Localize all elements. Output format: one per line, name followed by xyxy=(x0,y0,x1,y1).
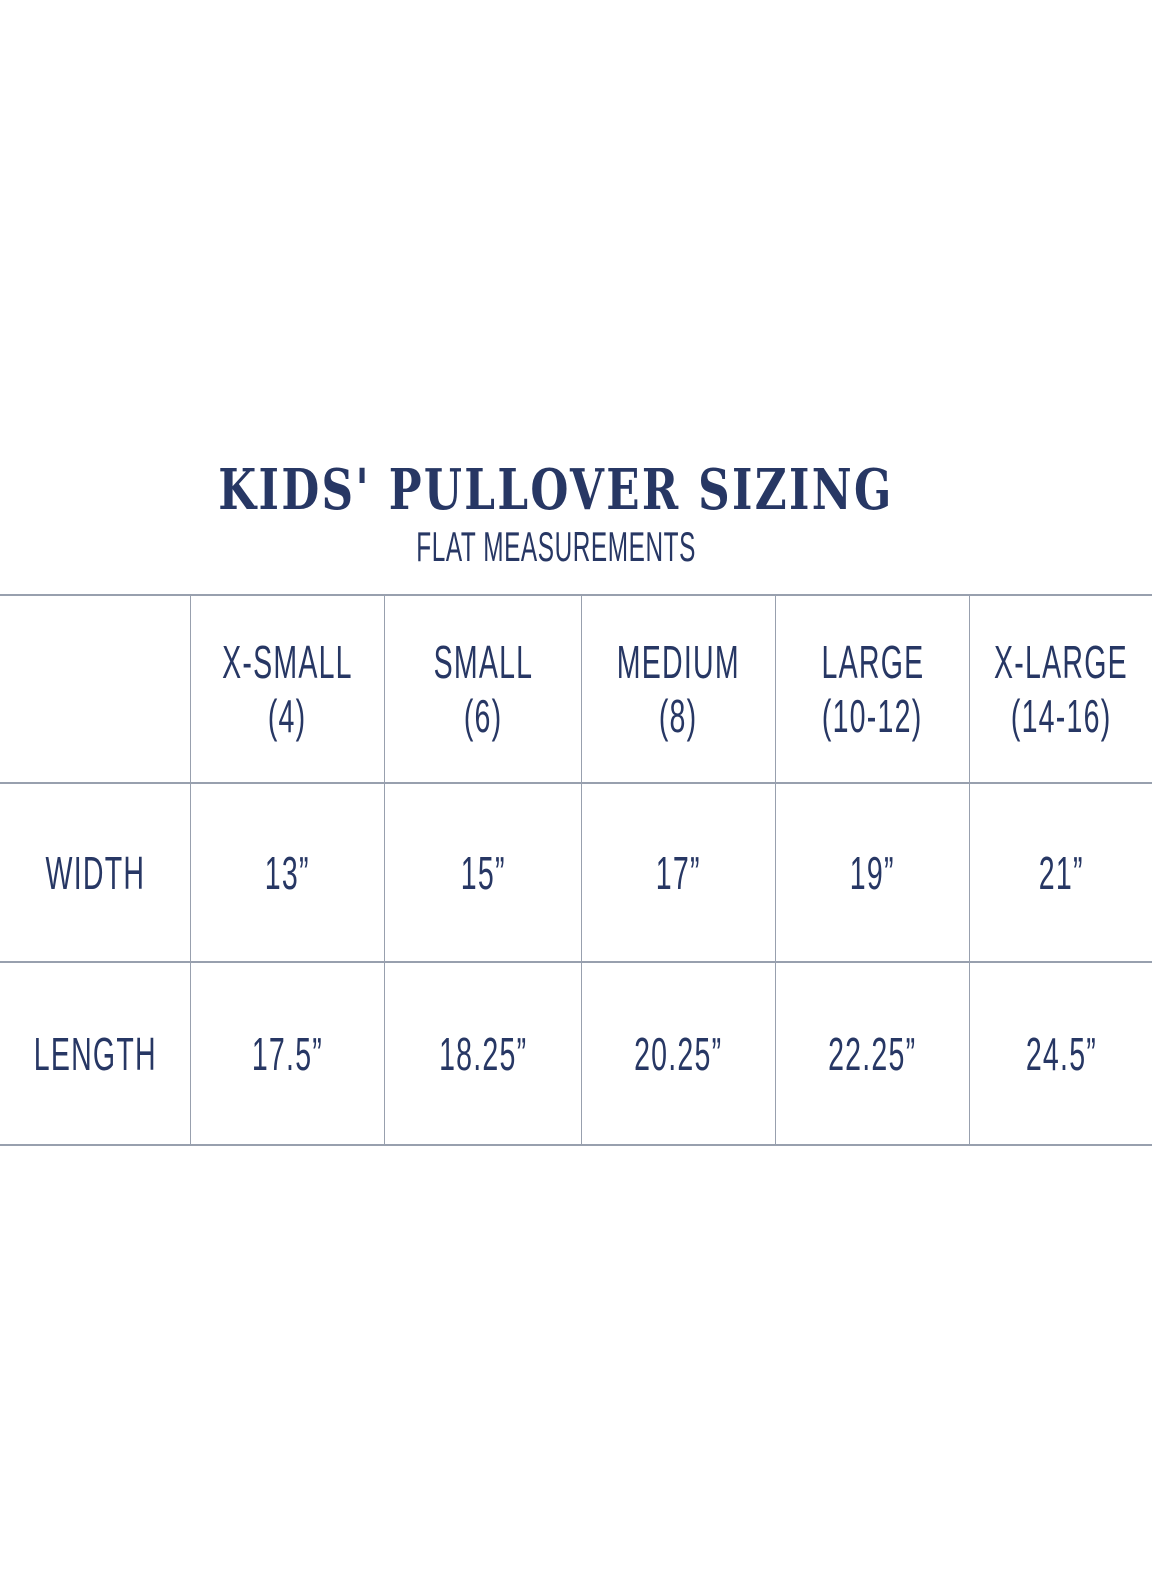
column-sublabel: (14-16) xyxy=(1010,690,1112,742)
corner-cell xyxy=(0,596,191,782)
width-value-medium: 17” xyxy=(582,784,776,961)
column-header-xsmall: X-SMALL (4) xyxy=(191,596,385,782)
measurement-value: 17.5” xyxy=(251,1027,324,1080)
column-label: X-SMALL xyxy=(222,636,353,688)
column-label: MEDIUM xyxy=(616,636,741,688)
width-value-large: 19” xyxy=(776,784,970,961)
row-label: LENGTH xyxy=(33,1027,157,1080)
length-value-small: 18.25” xyxy=(385,963,582,1144)
column-label: X-LARGE xyxy=(994,636,1128,688)
row-label: WIDTH xyxy=(45,846,145,899)
column-header-large: LARGE (10-12) xyxy=(776,596,970,782)
measurement-value: 15” xyxy=(460,846,506,899)
column-header-small: SMALL (6) xyxy=(385,596,582,782)
length-value-xlarge: 24.5” xyxy=(970,963,1152,1144)
page-subtitle-text: FLAT MEASUREMENTS xyxy=(416,523,696,570)
column-header-medium: MEDIUM (8) xyxy=(582,596,776,782)
column-header-xlarge: X-LARGE (14-16) xyxy=(970,596,1152,782)
measurement-value: 22.25” xyxy=(828,1027,917,1080)
width-value-xsmall: 13” xyxy=(191,784,385,961)
page-subtitle: FLAT MEASUREMENTS xyxy=(0,519,1112,570)
width-value-small: 15” xyxy=(385,784,582,961)
table-row-width: WIDTH 13” 15” 17” 19” 21” xyxy=(0,782,1152,961)
measurement-value: 20.25” xyxy=(634,1027,723,1080)
column-label: LARGE xyxy=(821,636,924,688)
row-header-length: LENGTH xyxy=(0,963,191,1144)
measurement-value: 19” xyxy=(850,846,895,899)
column-label: SMALL xyxy=(433,636,533,688)
measurement-value: 13” xyxy=(265,846,310,899)
measurement-value: 24.5” xyxy=(1025,1027,1097,1080)
measurement-value: 21” xyxy=(1038,846,1084,899)
column-sublabel: (10-12) xyxy=(822,690,923,742)
page-header: KIDS' PULLOVER SIZING FLAT MEASUREMENTS xyxy=(0,461,1112,570)
page-title: KIDS' PULLOVER SIZING xyxy=(0,461,1112,519)
row-header-width: WIDTH xyxy=(0,784,191,961)
table-header-row: X-SMALL (4) SMALL (6) MEDIUM (8) LARGE (… xyxy=(0,596,1152,782)
measurement-value: 17” xyxy=(656,846,701,899)
length-value-large: 22.25” xyxy=(776,963,970,1144)
width-value-xlarge: 21” xyxy=(970,784,1152,961)
table-row-length: LENGTH 17.5” 18.25” 20.25” 22.25” 24.5” xyxy=(0,961,1152,1144)
column-sublabel: (8) xyxy=(659,690,698,742)
column-sublabel: (6) xyxy=(463,690,503,742)
sizing-table: X-SMALL (4) SMALL (6) MEDIUM (8) LARGE (… xyxy=(0,594,1152,1146)
measurement-value: 18.25” xyxy=(438,1027,528,1080)
length-value-xsmall: 17.5” xyxy=(191,963,385,1144)
column-sublabel: (4) xyxy=(268,690,307,742)
page-title-text: KIDS' PULLOVER SIZING xyxy=(218,457,894,523)
length-value-medium: 20.25” xyxy=(582,963,776,1144)
